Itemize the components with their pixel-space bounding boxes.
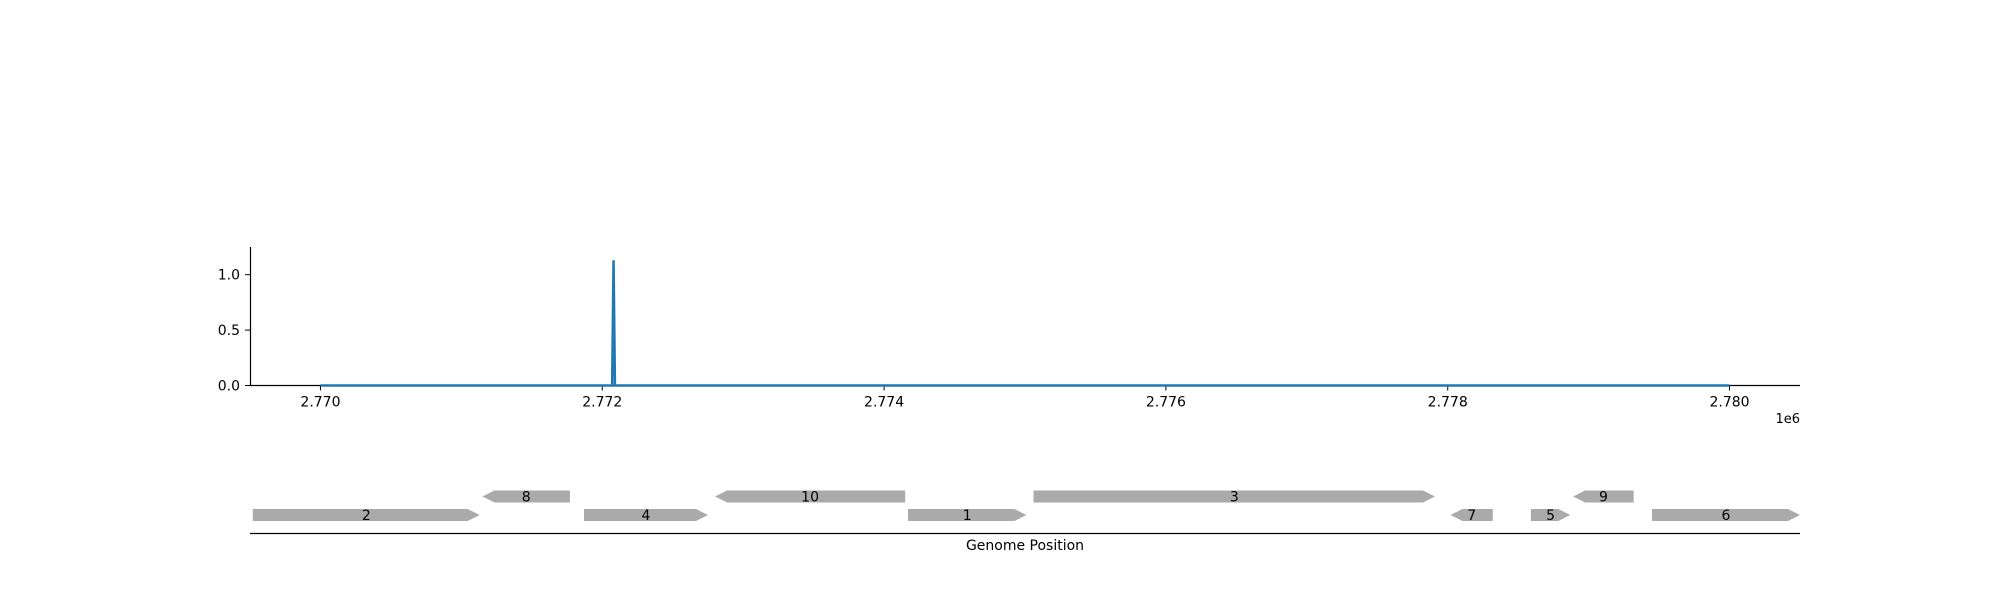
y-tick-label: 0.5	[218, 323, 240, 339]
y-tick-label: 1.0	[218, 268, 240, 284]
gene-label: 8	[522, 490, 531, 506]
gene-label: 7	[1467, 508, 1476, 524]
coverage-series	[320, 260, 1730, 387]
gene-arrow	[482, 490, 570, 503]
y-ticks: 0.0 0.5 1.0	[218, 268, 250, 395]
gene-track: 2 8 4 10 1 3 7 5 9 6 Genome Position	[250, 490, 1800, 554]
x-tick-label: 2.780	[1709, 395, 1749, 411]
x-tick-label: 2.770	[300, 395, 340, 411]
gene-arrow	[715, 490, 906, 503]
gene-label: 10	[801, 490, 819, 506]
gene-arrow	[1530, 509, 1571, 521]
x-offset-label: 1e6	[1775, 412, 1800, 427]
gene-label: 4	[642, 508, 651, 524]
x-tick-label: 2.776	[1146, 395, 1186, 411]
gene-track-xlabel: Genome Position	[966, 538, 1084, 554]
coverage-line	[320, 260, 1730, 387]
coverage-plot: 0.0 0.5 1.0 2.770 2.772 2.774 2.776 2.778 2.780…	[218, 247, 1800, 427]
gene-arrow	[1573, 490, 1634, 503]
gene-label: 3	[1230, 490, 1239, 506]
gene-label: 6	[1722, 508, 1731, 524]
x-tick-label: 2.772	[582, 395, 622, 411]
gene-arrows: 2 8 4 10 1 3 7 5 9 6	[252, 490, 1800, 524]
gene-arrow	[1033, 490, 1435, 503]
gene-arrow	[1652, 509, 1800, 521]
x-tick-label: 2.778	[1428, 395, 1468, 411]
gene-label: 1	[963, 508, 972, 524]
y-tick-label: 0.0	[218, 379, 240, 395]
gene-arrow	[908, 509, 1027, 521]
gene-label: 5	[1546, 508, 1555, 524]
x-tick-label: 2.774	[864, 395, 904, 411]
gene-arrow	[1450, 509, 1493, 521]
gene-label: 2	[362, 508, 371, 524]
gene-arrow	[252, 509, 480, 521]
gene-label: 9	[1599, 490, 1608, 506]
x-ticks: 2.770 2.772 2.774 2.776 2.778 2.780	[300, 385, 1750, 411]
gene-arrow	[584, 509, 708, 521]
